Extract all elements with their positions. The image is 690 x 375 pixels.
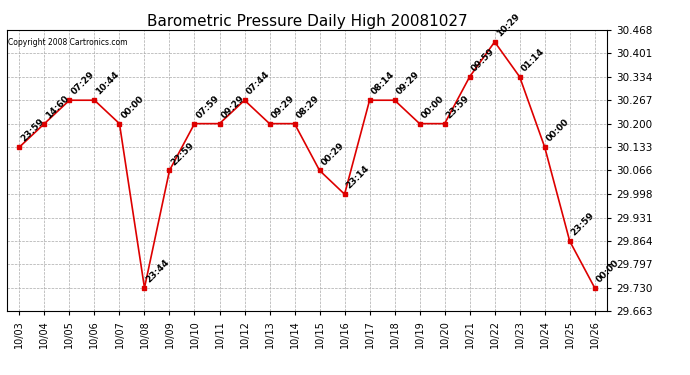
Text: 00:29: 00:29 [319, 141, 346, 167]
Text: 09:29: 09:29 [270, 94, 296, 120]
Text: 23:59: 23:59 [444, 94, 471, 120]
Title: Barometric Pressure Daily High 20081027: Barometric Pressure Daily High 20081027 [147, 14, 467, 29]
Text: 09:29: 09:29 [395, 70, 422, 97]
Text: 23:59: 23:59 [570, 211, 596, 238]
Text: 09:59: 09:59 [470, 47, 496, 74]
Text: Copyright 2008 Cartronics.com: Copyright 2008 Cartronics.com [8, 39, 128, 48]
Text: 09:29: 09:29 [219, 94, 246, 120]
Text: 10:29: 10:29 [495, 12, 521, 39]
Text: 07:29: 07:29 [70, 70, 96, 97]
Text: 07:59: 07:59 [195, 94, 221, 120]
Text: 10:44: 10:44 [95, 70, 121, 97]
Text: 23:14: 23:14 [344, 164, 371, 191]
Text: 01:14: 01:14 [520, 47, 546, 74]
Text: 00:00: 00:00 [595, 258, 621, 285]
Text: 23:44: 23:44 [144, 258, 171, 285]
Text: 00:00: 00:00 [119, 94, 146, 120]
Text: 08:29: 08:29 [295, 94, 321, 120]
Text: 22:59: 22:59 [170, 140, 196, 167]
Text: 07:44: 07:44 [244, 70, 271, 97]
Text: 23:59: 23:59 [19, 117, 46, 144]
Text: 14:60: 14:60 [44, 94, 71, 120]
Text: 00:00: 00:00 [544, 117, 571, 144]
Text: 08:14: 08:14 [370, 70, 396, 97]
Text: 00:00: 00:00 [420, 94, 446, 120]
